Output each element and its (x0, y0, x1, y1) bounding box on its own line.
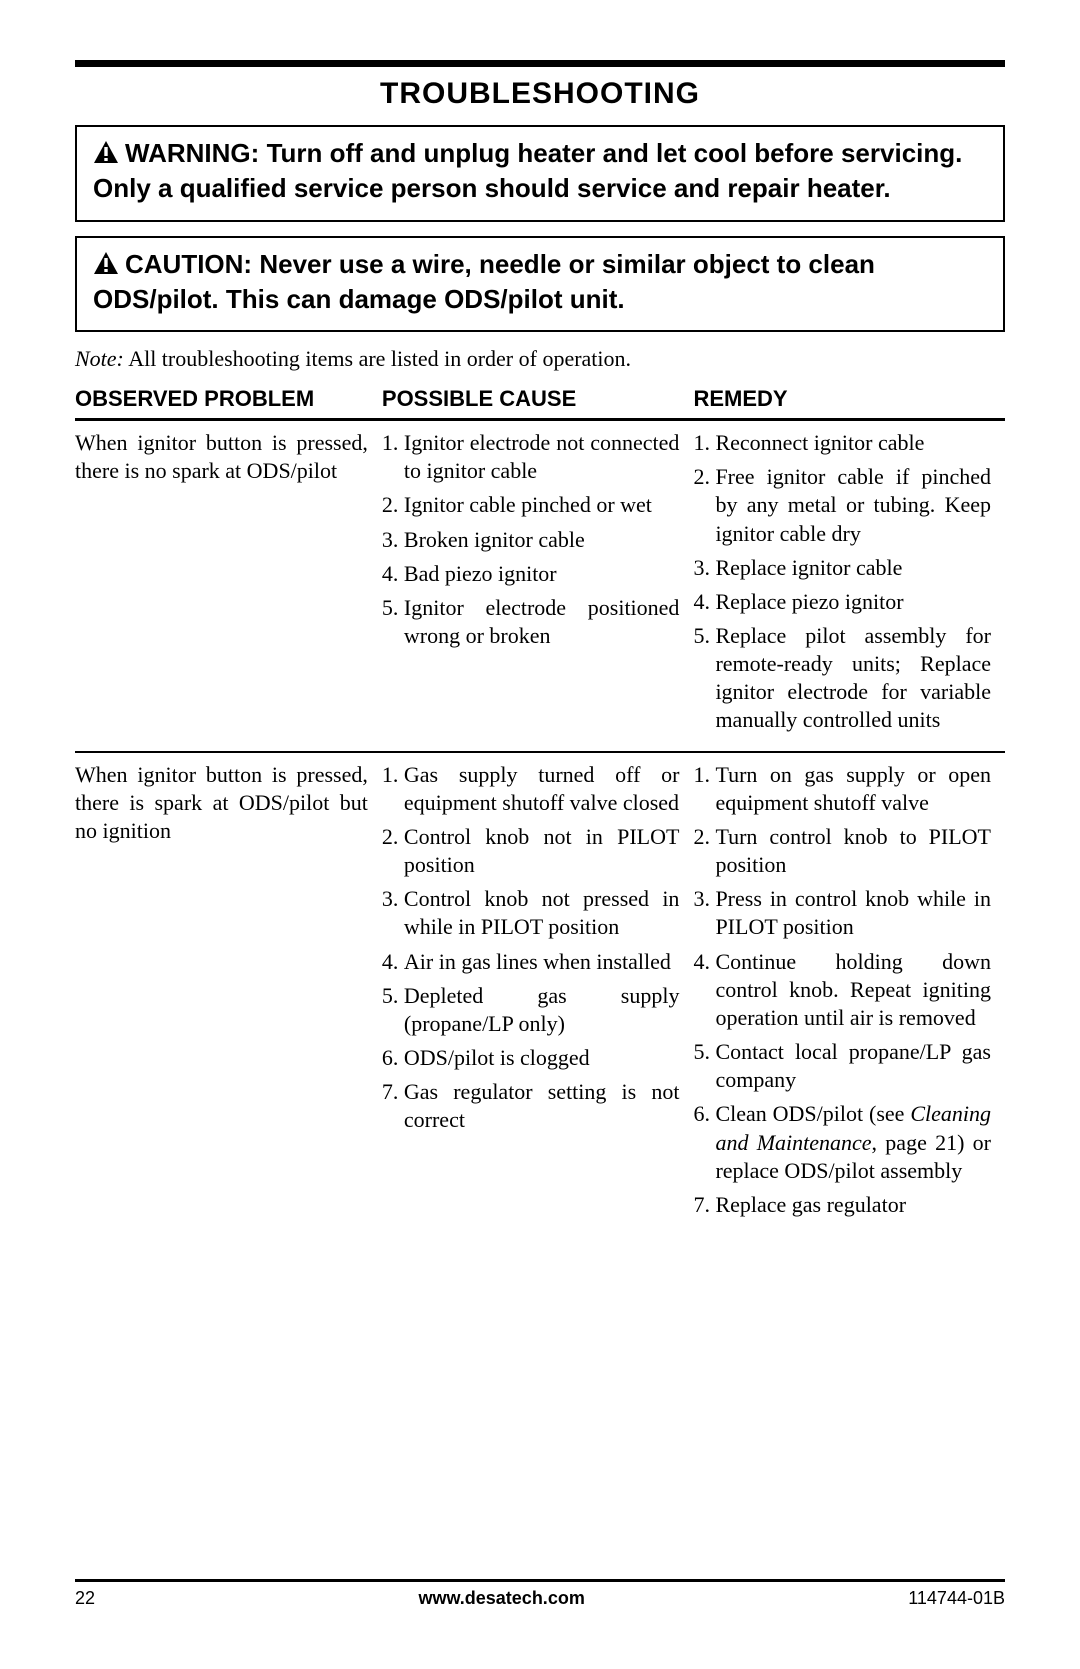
header-cause: POSSIBLE CAUSE (382, 380, 694, 420)
cause-item: Ignitor cable pinched or wet (404, 491, 680, 519)
cause-item: Gas regulator setting is not correct (404, 1078, 680, 1134)
cause-item: Gas supply turned off or equipment shuto… (404, 761, 680, 817)
cause-item: ODS/pilot is clogged (404, 1044, 680, 1072)
footer-page-number: 22 (75, 1588, 95, 1609)
observed-cell: When ignitor button is pressed, there is… (75, 752, 382, 1235)
remedy-item: Contact local propane/LP gas company (715, 1038, 991, 1094)
remedy-item: Reconnect ignitor cable (715, 429, 991, 457)
footer-url: www.desatech.com (418, 1588, 584, 1609)
top-rule (75, 60, 1005, 67)
page: TROUBLESHOOTING WARNING: Turn off and un… (0, 0, 1080, 1669)
observed-cell: When ignitor button is pressed, there is… (75, 420, 382, 752)
remedy-cell: Reconnect ignitor cable Free ignitor cabl… (693, 420, 1005, 752)
cause-item: Broken ignitor cable (404, 526, 680, 554)
table-row: When ignitor button is pressed, there is… (75, 752, 1005, 1235)
table-header-row: OBSERVED PROBLEM POSSIBLE CAUSE REMEDY (75, 380, 1005, 420)
warning-text: WARNING: Turn off and unplug heater and … (93, 137, 987, 206)
caution-text: CAUTION: Never use a wire, needle or sim… (93, 248, 987, 317)
caution-icon (93, 250, 119, 283)
caution-label: CAUTION: (125, 249, 252, 279)
remedy-cell: Turn on gas supply or open equipment shu… (693, 752, 1005, 1235)
cause-item: Control knob not in PILOT position (404, 823, 680, 879)
note-body: All troubleshooting items are listed in … (128, 346, 631, 371)
cause-cell: Ignitor electrode not connected to ignit… (382, 420, 694, 752)
cause-item: Air in gas lines when installed (404, 948, 680, 976)
cause-item: Control knob not pressed in while in PIL… (404, 885, 680, 941)
footer-rule (75, 1579, 1005, 1582)
cause-item: Ignitor electrode not connected to ignit… (404, 429, 680, 485)
table-row: When ignitor button is pressed, there is… (75, 420, 1005, 752)
cause-item: Ignitor electrode positioned wrong or br… (404, 594, 680, 650)
header-remedy: REMEDY (693, 380, 1005, 420)
caution-box: CAUTION: Never use a wire, needle or sim… (75, 236, 1005, 333)
troubleshooting-table: OBSERVED PROBLEM POSSIBLE CAUSE REMEDY W… (75, 380, 1005, 1235)
remedy-item: Replace pilot assembly for remote-ready … (715, 622, 991, 735)
cause-item: Bad piezo ignitor (404, 560, 680, 588)
remedy-item: Continue holding down control knob. Repe… (715, 948, 991, 1032)
remedy-item: Turn on gas supply or open equipment shu… (715, 761, 991, 817)
footer-doc-id: 114744-01B (908, 1588, 1005, 1609)
warning-label: WARNING: (125, 138, 259, 168)
remedy-item: Replace piezo ignitor (715, 588, 991, 616)
note-line: Note: All troubleshooting items are list… (75, 346, 1005, 372)
remedy-item: Clean ODS/pilot (see Cleaning and Mainte… (715, 1100, 991, 1184)
warning-icon (93, 139, 119, 172)
cause-cell: Gas supply turned off or equipment shuto… (382, 752, 694, 1235)
remedy-item: Press in control knob while in PILOT pos… (715, 885, 991, 941)
remedy-item: Replace ignitor cable (715, 554, 991, 582)
note-label: Note: (75, 346, 124, 371)
section-title: TROUBLESHOOTING (75, 77, 1005, 111)
warning-box: WARNING: Turn off and unplug heater and … (75, 125, 1005, 222)
remedy-item: Turn control knob to PILOT position (715, 823, 991, 879)
cause-item: Depleted gas supply (propane/LP only) (404, 982, 680, 1038)
footer-row: 22 www.desatech.com 114744-01B (75, 1588, 1005, 1609)
page-footer: 22 www.desatech.com 114744-01B (75, 1579, 1005, 1609)
remedy-item: Replace gas regulator (715, 1191, 991, 1219)
remedy-item: Free ignitor cable if pinched by any met… (715, 463, 991, 547)
header-observed: OBSERVED PROBLEM (75, 380, 382, 420)
